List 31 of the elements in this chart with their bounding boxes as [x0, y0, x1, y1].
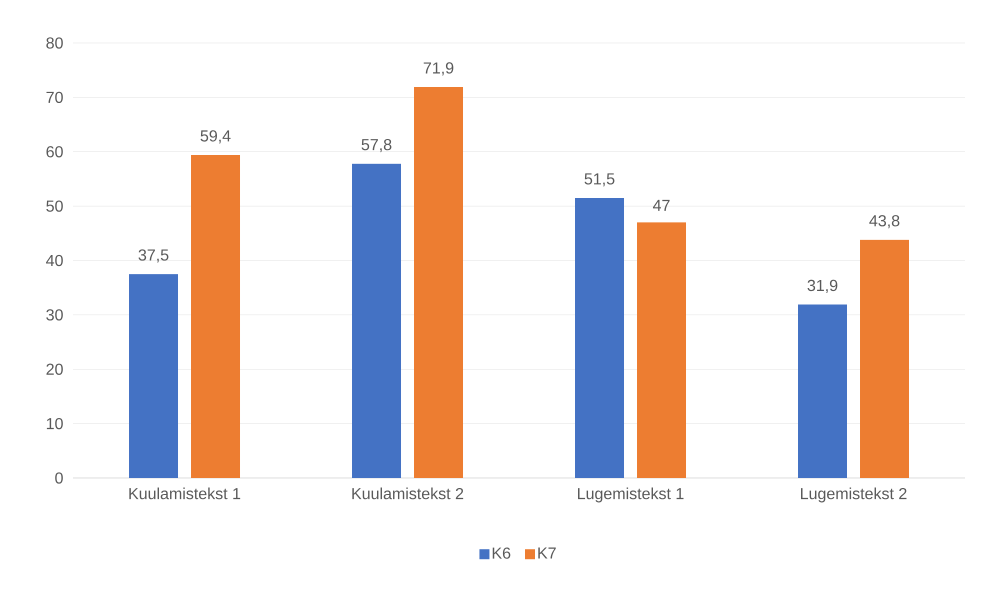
bar — [191, 155, 240, 478]
data-label: 31,9 — [808, 280, 838, 293]
y-tick-label: 20 — [46, 364, 63, 375]
y-tick-label: 60 — [46, 146, 63, 158]
bar — [575, 198, 624, 478]
data-label: 51,5 — [584, 173, 614, 186]
x-tick-label: Kuulamistekst 1 — [129, 488, 240, 500]
data-label: 71,9 — [424, 62, 454, 76]
legend-label: K7 — [538, 548, 556, 559]
x-tick-label: Lugemistekst 2 — [801, 488, 906, 502]
data-label: 47 — [652, 200, 670, 211]
data-label: 37,5 — [138, 249, 168, 263]
bar — [352, 164, 402, 478]
bar — [129, 274, 178, 478]
legend-label: K6 — [492, 547, 510, 559]
y-tick-label: 70 — [46, 92, 63, 104]
data-label: 43,8 — [869, 215, 900, 228]
y-tick-label: 30 — [46, 309, 63, 321]
y-tick-label: 40 — [46, 254, 63, 266]
x-tick-label: Lugemistekst 1 — [578, 488, 684, 502]
y-tick-label: 50 — [46, 200, 63, 212]
y-tick-label: 80 — [46, 37, 63, 49]
y-tick-label: 0 — [55, 472, 63, 484]
y-tick-label: 10 — [46, 418, 63, 430]
data-label: 57,8 — [362, 138, 392, 152]
bar — [798, 304, 848, 478]
bar — [637, 222, 686, 478]
bar — [414, 87, 464, 478]
x-tick-label: Kuulamistekst 2 — [352, 488, 464, 500]
bar — [860, 240, 910, 478]
data-label: 59,4 — [200, 130, 231, 144]
